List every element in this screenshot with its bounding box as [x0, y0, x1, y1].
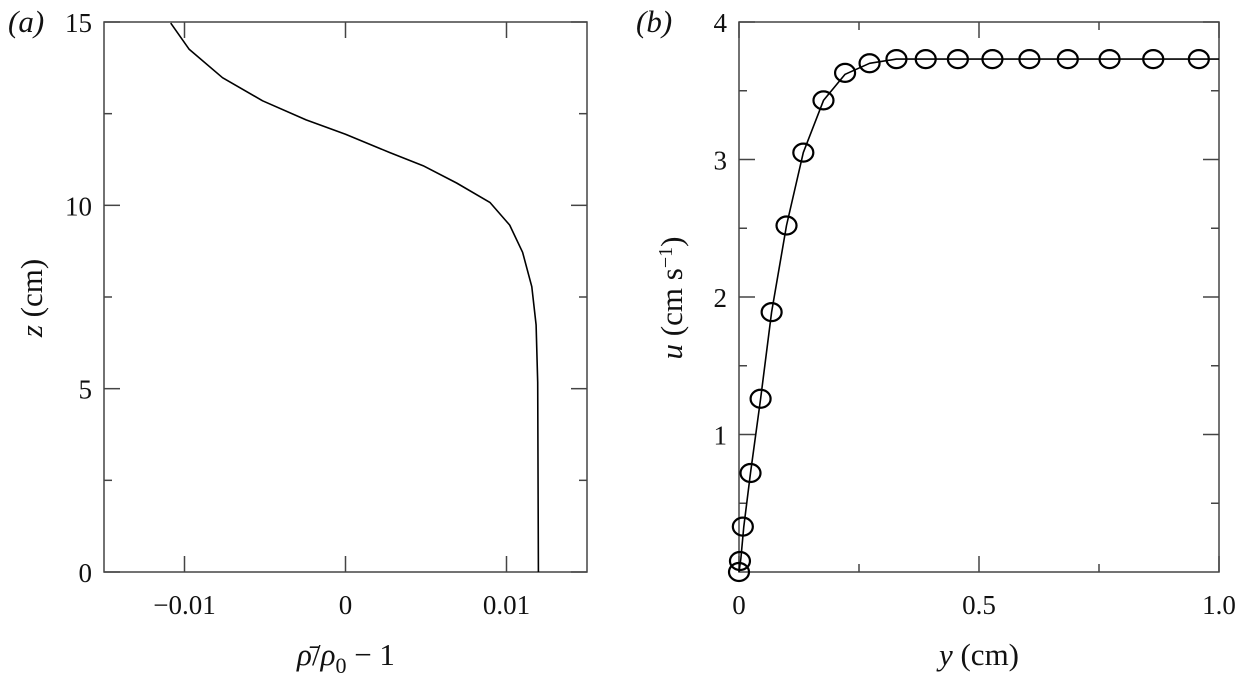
panel-a-series-line [170, 22, 540, 573]
panel-a-ylabel: z (cm) [14, 259, 49, 338]
panel-b-ytick-label: 1 [714, 421, 728, 451]
panel-b-data-point [739, 462, 762, 484]
panel-b-data-point [812, 90, 835, 111]
panel-b-data-point [728, 550, 752, 572]
panel-b-data-point [858, 53, 881, 74]
panel-b-series-line [738, 58, 1219, 573]
plot-frame [738, 21, 1220, 573]
panel-b-xtick-label: 0.5 [962, 590, 996, 620]
panel-b-data-point [1056, 49, 1079, 70]
panel-a-ytick-label: 10 [65, 191, 92, 221]
panel-b-xtick-label: 1.0 [1202, 590, 1236, 620]
panel-b-data-point [1142, 49, 1165, 70]
panel-b-ylabel: u (cm s−1) [654, 237, 689, 360]
panel-a: (a) z (cm) ρ̄/ρ0 − 1 −0.01 0 0.01 0 5 10 15 [8, 4, 588, 678]
panel-b-data-point [981, 49, 1004, 70]
panel-b-xlabel: y (cm) [936, 637, 1019, 672]
panel-b-data-point [1098, 49, 1121, 70]
panel-a-xtick-label: −0.01 [153, 590, 215, 620]
panel-a-ytick-label: 15 [65, 8, 92, 38]
panel-b-data-point [1018, 49, 1041, 70]
panel-b-label: (b) [636, 4, 672, 39]
panel-b-xtick-label: 0 [732, 590, 746, 620]
panel-b-data-point [885, 49, 908, 70]
plot-frame [103, 21, 588, 573]
panel-a-xlabel: ρ̄/ρ0 − 1 [296, 637, 395, 678]
panel-a-xtick-label: 0 [339, 590, 353, 620]
panel-b: (b) u (cm s−1) y (cm) 0 0.5 1.0 1 2 3 4 [636, 4, 1236, 672]
panel-b-data-point [946, 49, 969, 70]
panel-b-data-point [727, 561, 751, 583]
panel-a-label: (a) [8, 4, 44, 39]
panel-b-ytick-label: 4 [714, 8, 728, 38]
panel-b-ytick-label: 2 [714, 283, 728, 313]
panel-b-ytick-label: 3 [714, 146, 728, 176]
panel-a-ytick-label: 0 [79, 558, 93, 588]
panel-b-data-point [760, 302, 783, 323]
panel-b-data-point [792, 142, 815, 163]
panel-b-data-point [833, 62, 857, 83]
panel-a-xtick-label: 0.01 [483, 590, 530, 620]
panel-a-ytick-label: 5 [79, 375, 93, 405]
panel-b-data-point [775, 215, 798, 236]
panel-b-data-point [731, 516, 754, 537]
panel-b-data-point [1187, 49, 1210, 70]
panel-b-data-point [749, 388, 772, 409]
panel-b-data-point [914, 49, 937, 70]
